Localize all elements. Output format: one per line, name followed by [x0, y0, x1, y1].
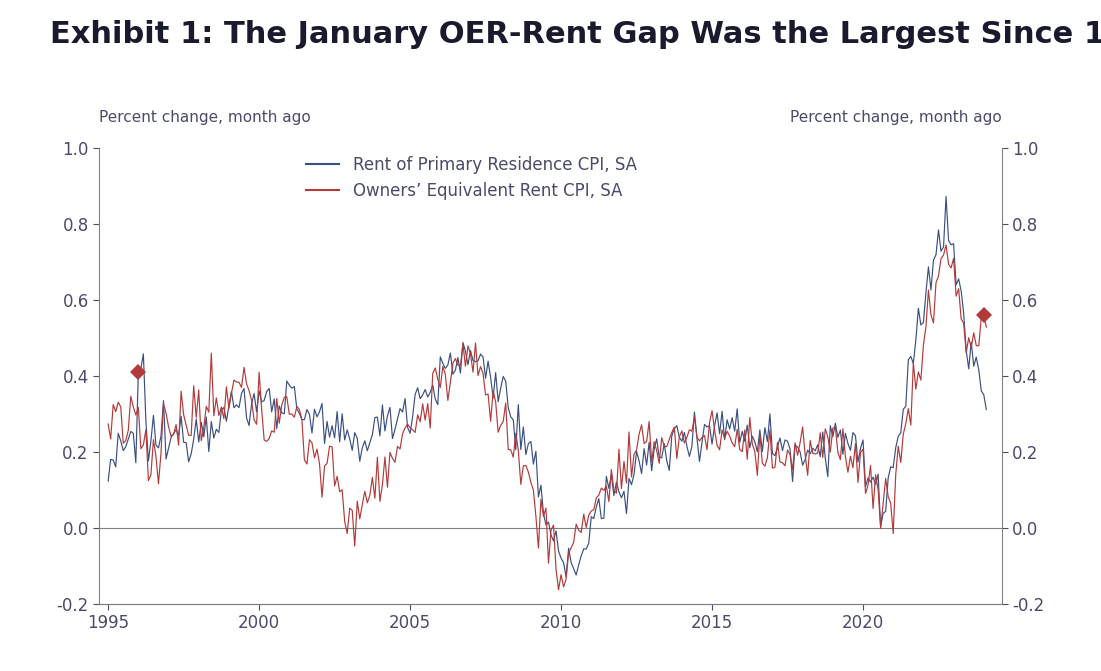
Text: Exhibit 1: The January OER-Rent Gap Was the Largest Since 1995: Exhibit 1: The January OER-Rent Gap Was … [50, 20, 1101, 49]
Legend: Rent of Primary Residence CPI, SA, Owners’ Equivalent Rent CPI, SA: Rent of Primary Residence CPI, SA, Owner… [306, 156, 636, 200]
Text: Percent change, month ago: Percent change, month ago [791, 110, 1002, 125]
Text: Percent change, month ago: Percent change, month ago [99, 110, 310, 125]
